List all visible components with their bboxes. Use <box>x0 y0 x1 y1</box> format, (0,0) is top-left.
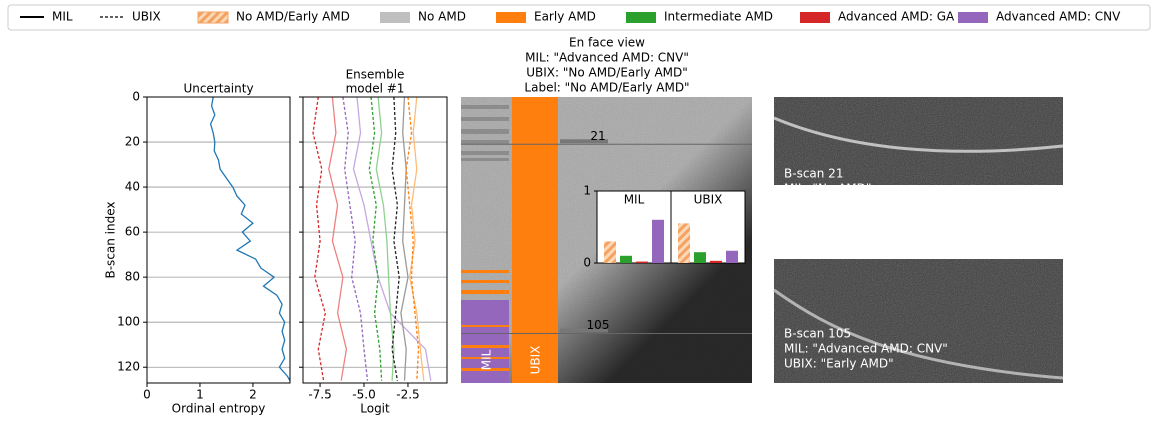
chart-title: Ensemble <box>346 68 405 82</box>
bar <box>620 255 632 263</box>
legend-patch <box>496 12 526 23</box>
y-tick-label: 100 <box>117 315 140 329</box>
bar <box>604 241 616 263</box>
legend-label: Early AMD <box>534 10 596 24</box>
legend-label: MIL <box>52 10 73 24</box>
legend-box <box>7 4 1151 31</box>
legend-label: Advanced AMD: CNV <box>996 10 1121 24</box>
column-label: MIL <box>480 349 494 370</box>
en-face-title: En face view <box>569 36 645 50</box>
data-line <box>405 96 420 381</box>
legend-label: Intermediate AMD <box>664 10 773 24</box>
legend-patch <box>380 12 410 23</box>
y-tick-label: 20 <box>125 135 140 149</box>
bscan-text: B-scan 105 <box>784 327 851 341</box>
bscan-marker-bg <box>560 139 608 144</box>
en-face-title: MIL: "Advanced AMD: CNV" <box>525 51 689 65</box>
en-face-title: UBIX: "No AMD/Early AMD" <box>526 66 688 80</box>
x-axis-label: Ordinal entropy <box>172 402 266 416</box>
legend-patch <box>197 11 229 24</box>
legend-patch <box>626 12 656 23</box>
legend-patch <box>800 12 830 23</box>
data-line <box>312 96 326 381</box>
data-line <box>375 96 395 381</box>
data-line <box>400 96 409 381</box>
legend-label: No AMD <box>418 10 466 24</box>
data-line <box>368 96 383 381</box>
bar <box>652 219 664 263</box>
axes-frame <box>302 96 448 384</box>
x-tick-label: -7.5 <box>308 388 331 402</box>
bscan-text: MIL: "No AMD" <box>784 182 871 196</box>
bscan-text: UBIX: "Early AMD" <box>784 357 894 371</box>
bscan-image <box>773 97 1064 383</box>
x-axis-label: Logit <box>360 402 390 416</box>
bar <box>636 261 648 263</box>
column-label: UBIX <box>529 346 543 375</box>
x-tick-label: 0 <box>143 388 151 402</box>
x-tick-label: 2 <box>249 388 257 402</box>
bar <box>694 252 706 263</box>
bar <box>678 223 690 263</box>
legend-label: Advanced AMD: GA <box>838 10 955 24</box>
data-line <box>342 96 369 381</box>
group-label: MIL <box>624 193 645 207</box>
data-line <box>352 96 432 381</box>
bar <box>726 250 738 263</box>
data-line <box>391 96 400 381</box>
bscan-marker-bg <box>560 328 608 333</box>
en-face-title: Label: "No AMD/Early AMD" <box>524 81 689 95</box>
bscan-text: MIL: "Advanced AMD: CNV" <box>784 342 948 356</box>
bscan-text: B-scan 21 <box>784 167 843 181</box>
axes-frame <box>146 96 291 384</box>
bscan-marker-label: 21 <box>590 129 605 143</box>
x-tick-label: -5.0 <box>352 388 375 402</box>
data-line <box>328 96 348 381</box>
y-tick-label: 0 <box>583 256 591 270</box>
x-tick-label: 1 <box>196 388 204 402</box>
y-tick-label: 120 <box>117 360 140 374</box>
bar <box>710 260 722 263</box>
chart-title: model #1 <box>346 82 405 96</box>
y-tick-label: 0 <box>132 90 140 104</box>
legend: MIL UBIX No AMD/Early AMD No AMD Early AMD In… <box>20 10 1121 24</box>
legend-patch <box>958 12 988 23</box>
bscan-text: UBIX: "Early AMD" <box>784 197 894 211</box>
y-tick-label: 80 <box>125 270 140 284</box>
legend-label: UBIX <box>132 10 161 24</box>
data-line <box>409 96 425 381</box>
y-tick-label: 1 <box>583 184 591 198</box>
group-label: UBIX <box>694 193 723 207</box>
chart-title: Uncertainty <box>183 82 253 96</box>
x-tick-label: -2.5 <box>396 388 419 402</box>
legend-label: No AMD/Early AMD <box>236 10 350 24</box>
y-tick-label: 60 <box>125 225 140 239</box>
bscan-marker-label: 105 <box>587 318 610 332</box>
y-tick-label: 40 <box>125 180 140 194</box>
y-axis-label: B-scan index <box>104 201 118 278</box>
data-line <box>209 96 291 382</box>
